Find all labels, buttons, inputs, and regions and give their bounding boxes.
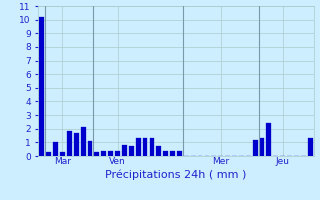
Bar	[115, 151, 120, 156]
Bar	[177, 151, 182, 156]
Bar	[74, 133, 79, 156]
Bar	[136, 138, 140, 156]
Bar	[108, 151, 113, 156]
Bar	[149, 138, 154, 156]
Bar	[170, 151, 175, 156]
Bar	[253, 140, 258, 156]
Bar	[122, 145, 127, 156]
Bar	[260, 138, 264, 156]
Bar	[129, 146, 134, 156]
Bar	[94, 152, 99, 156]
Bar	[39, 17, 44, 156]
Bar	[53, 142, 58, 156]
Bar	[163, 151, 168, 156]
Bar	[308, 138, 313, 156]
Bar	[67, 131, 72, 156]
Bar	[156, 146, 161, 156]
Bar	[267, 123, 271, 156]
Bar	[60, 152, 65, 156]
Bar	[88, 141, 92, 156]
Bar	[46, 152, 51, 156]
Bar	[81, 127, 85, 156]
Bar	[101, 151, 106, 156]
X-axis label: Précipitations 24h ( mm ): Précipitations 24h ( mm )	[105, 169, 247, 180]
Bar	[143, 138, 148, 156]
